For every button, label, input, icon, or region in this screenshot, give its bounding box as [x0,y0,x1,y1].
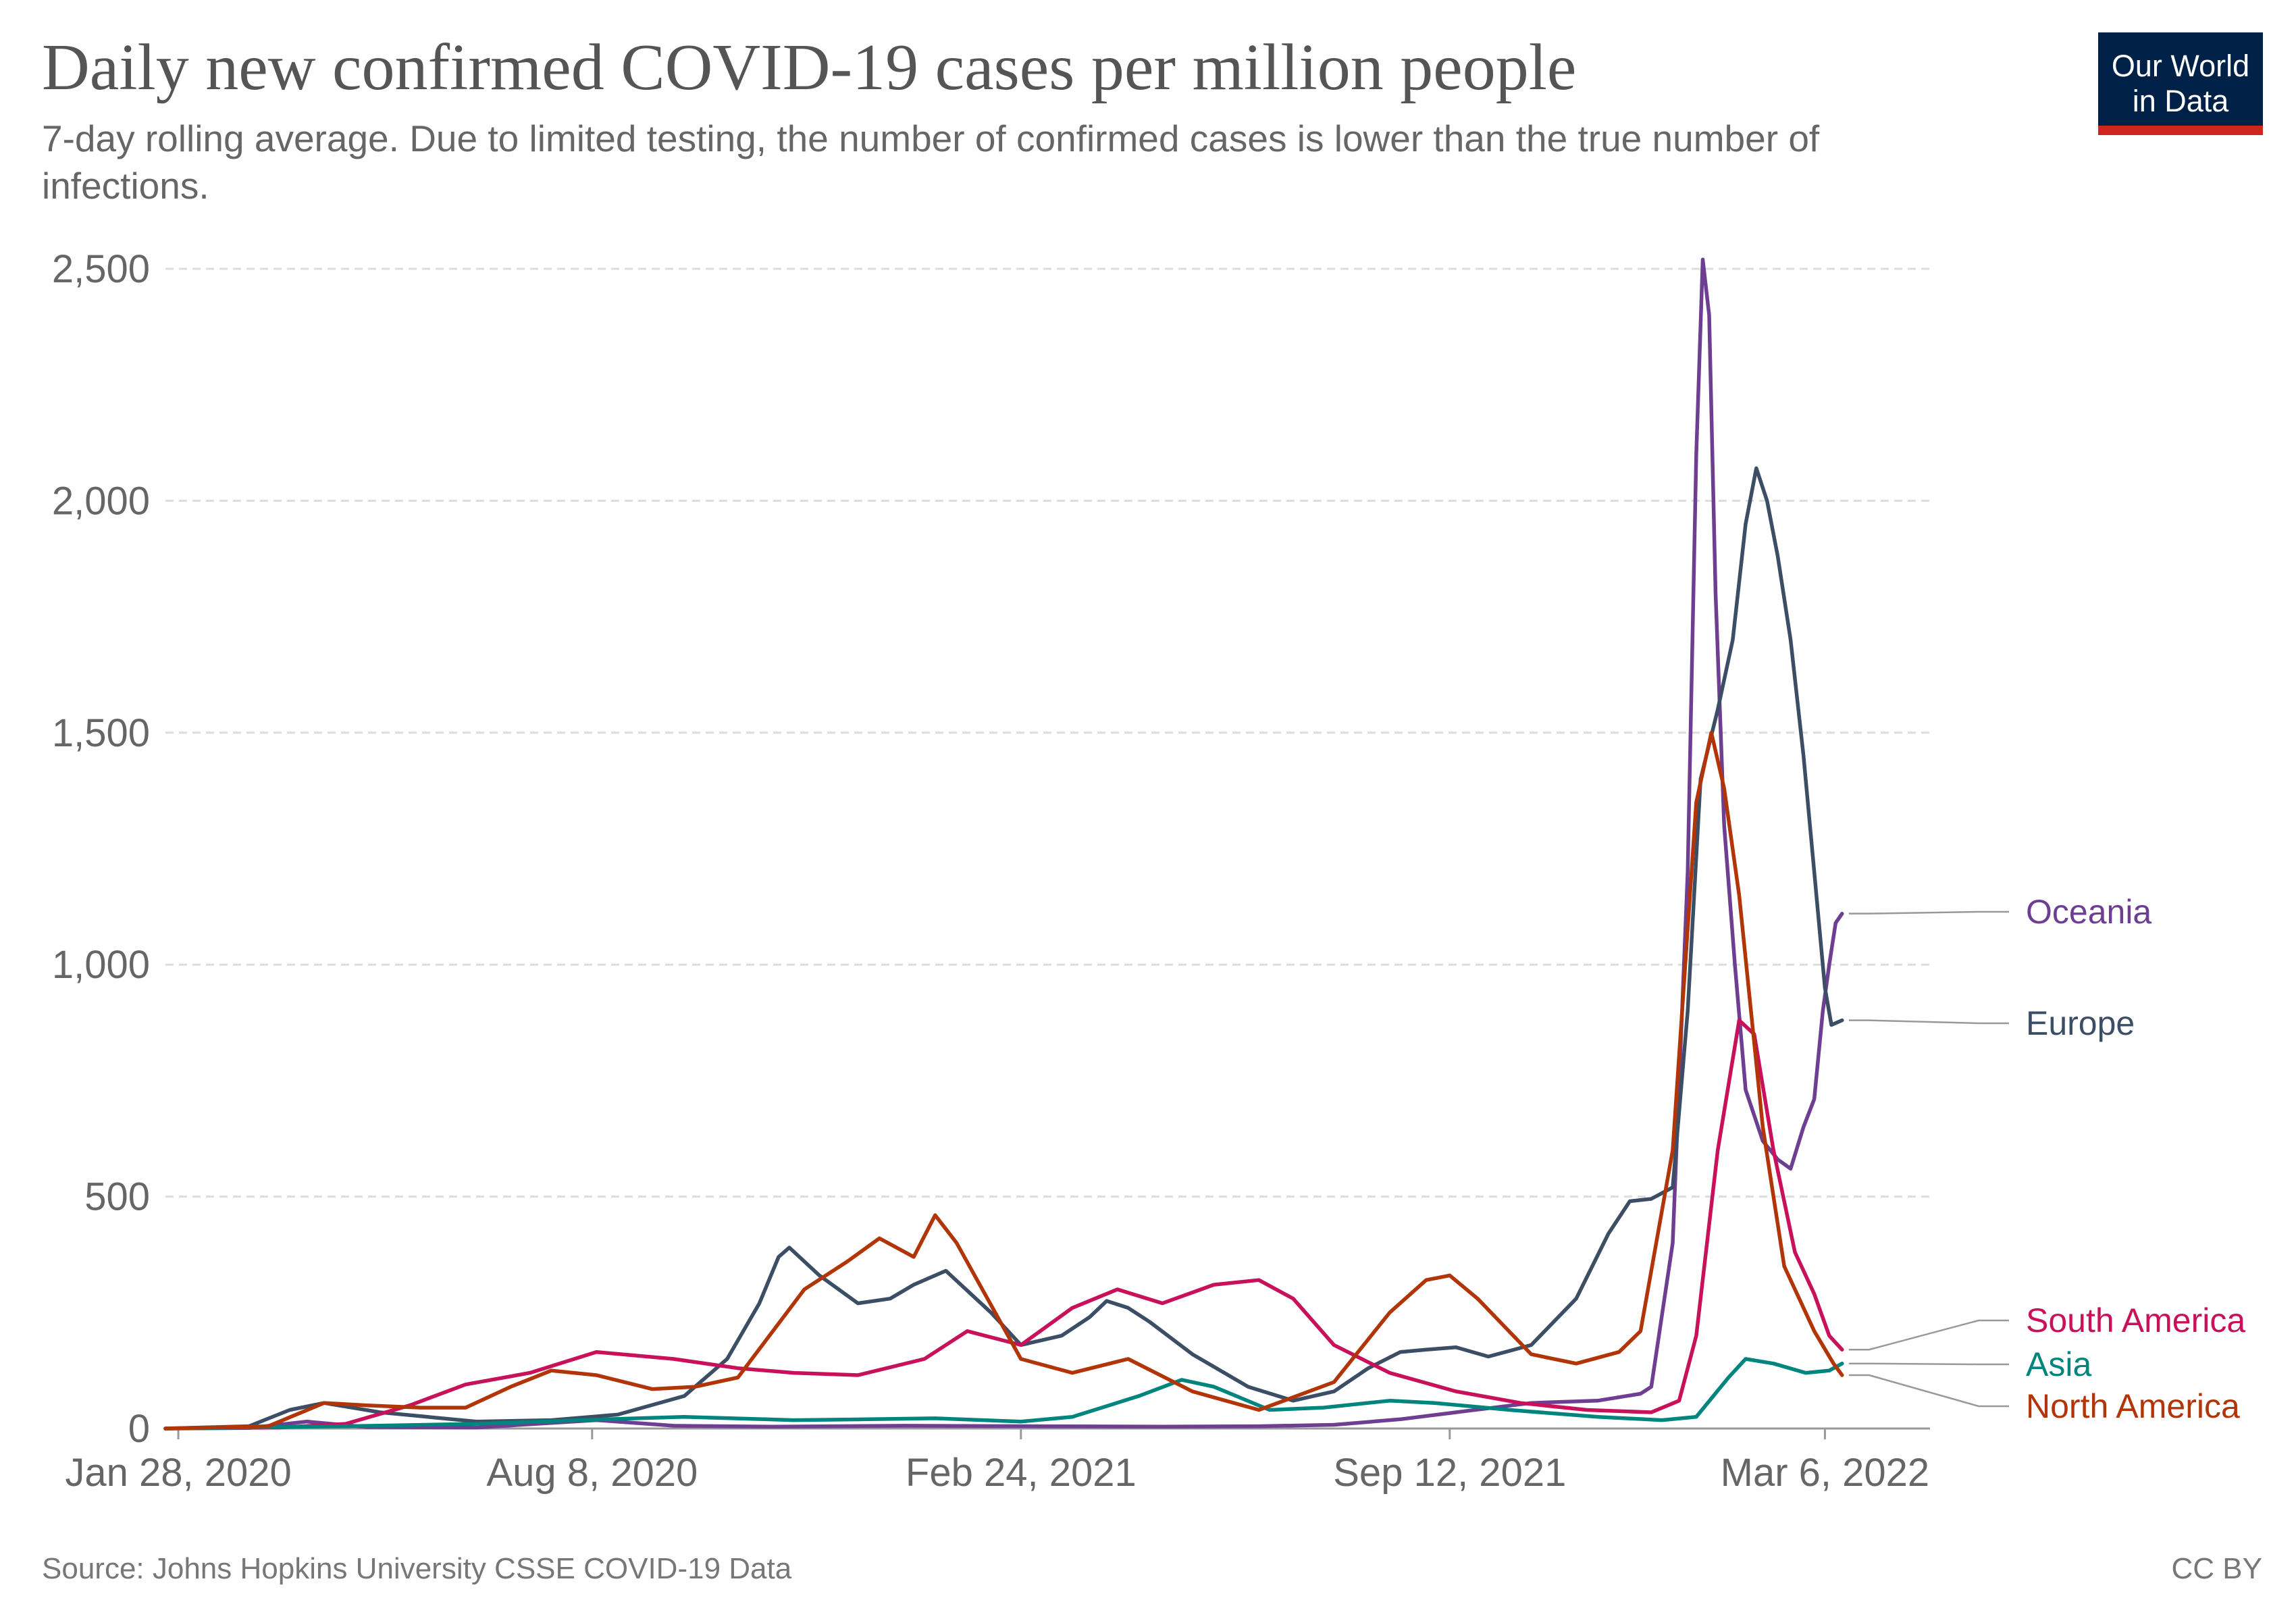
chart-title: Daily new confirmed COVID-19 cases per m… [42,31,1577,104]
series-label-oceania[interactable]: Oceania [2026,893,2151,931]
x-tick-label: Mar 6, 2022 [1721,1451,1930,1495]
series-line-asia[interactable] [163,1357,1844,1431]
y-tick-label: 1,500 [52,711,150,755]
series-label-connector [1848,910,2009,915]
series-line-south-america[interactable] [163,1018,1844,1431]
x-tick-label: Aug 8, 2020 [486,1451,698,1495]
source-note: Source: Johns Hopkins University CSSE CO… [42,1552,792,1585]
logo-line-1: Our World [2111,49,2250,83]
series-line-north-america[interactable] [163,731,1844,1431]
series-labels: Oceania Europe South America Asia North Amer… [1848,893,2245,1425]
series-label-connector [1848,1374,2009,1408]
series-label-north-america[interactable]: North America [2026,1387,2240,1425]
y-tick-label: 1,000 [52,943,150,987]
grid-lines [165,267,1930,1198]
x-tick-label: Feb 24, 2021 [906,1451,1137,1495]
series-label-asia[interactable]: Asia [2026,1345,2091,1383]
chart-subtitle: 7-day rolling average. Due to limited te… [42,118,1820,207]
y-tick-label: 2,500 [52,247,150,291]
x-tick-label: Jan 28, 2020 [65,1451,291,1495]
series-label-europe[interactable]: Europe [2026,1004,2135,1042]
y-tick-label: 0 [128,1407,150,1451]
series-label-south-america[interactable]: South America [2026,1302,2245,1339]
license-link[interactable]: CC BY [2171,1552,2262,1585]
y-tick-label: 2,000 [52,479,150,523]
y-tick-label: 500 [84,1175,150,1219]
series-line-europe[interactable] [163,466,1844,1431]
series-label-connector [1848,1319,2009,1351]
axes: 0 500 1,000 1,500 2,000 2,500 Jan 28, 2020 Aug … [52,247,1930,1495]
series-line-oceania[interactable] [163,257,1844,1431]
logo-line-2: in Data [2132,84,2229,118]
series-lines [163,257,1844,1431]
x-tick-label: Sep 12, 2021 [1333,1451,1566,1495]
series-label-connector [1848,1019,2009,1025]
owid-logo[interactable]: Our World in Data [2098,32,2263,135]
